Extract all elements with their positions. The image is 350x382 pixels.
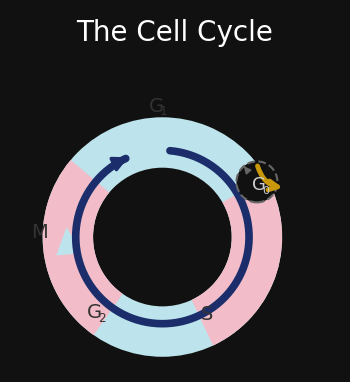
Polygon shape xyxy=(56,227,82,256)
Text: G: G xyxy=(252,176,265,194)
FancyArrowPatch shape xyxy=(258,166,278,190)
Text: The Cell Cycle: The Cell Cycle xyxy=(77,19,273,47)
Text: 1: 1 xyxy=(159,105,167,118)
Text: M: M xyxy=(31,223,48,242)
Circle shape xyxy=(237,161,278,202)
Wedge shape xyxy=(192,177,282,346)
Text: 2: 2 xyxy=(98,312,105,325)
Text: G: G xyxy=(148,97,164,116)
Text: S: S xyxy=(200,305,213,324)
Polygon shape xyxy=(240,263,264,293)
Wedge shape xyxy=(43,117,282,357)
Wedge shape xyxy=(43,160,122,335)
Text: 0: 0 xyxy=(262,186,269,196)
Text: G: G xyxy=(87,303,102,322)
